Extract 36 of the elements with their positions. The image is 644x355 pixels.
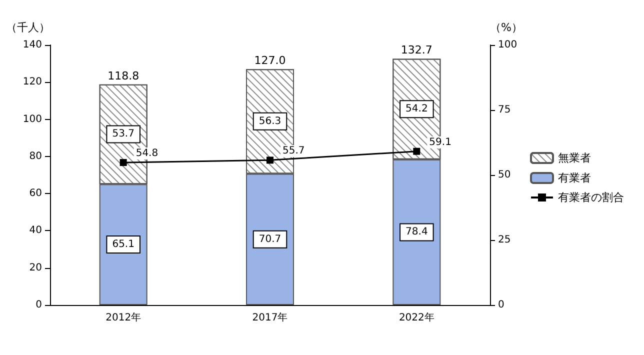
- y2-tick-label: 25: [498, 234, 511, 246]
- x-tick-label: 2022年: [398, 312, 434, 324]
- y2-tick-label: 0: [498, 300, 504, 310]
- data-label: 59.1: [429, 136, 452, 148]
- point: [413, 148, 420, 155]
- y2-tick-label: 50: [498, 170, 511, 180]
- total-label: 118.8: [108, 69, 140, 82]
- y-tick-label: 140: [22, 40, 42, 50]
- point: [120, 159, 127, 166]
- y2-tick-label: 100: [498, 40, 518, 50]
- legend-label: 有業者の割合: [558, 191, 624, 204]
- y-tick-label: 20: [29, 262, 42, 274]
- y-tick-label: 80: [29, 150, 42, 162]
- y2-tick-label: 75: [498, 104, 511, 116]
- total-label: 127.0: [254, 54, 286, 68]
- y-tick-label: 40: [29, 225, 42, 236]
- data-label: 54.8: [136, 148, 158, 160]
- data-label: 65.1: [112, 239, 134, 250]
- x-tick-label: 2012年: [106, 312, 142, 324]
- data-label: 70.7: [258, 234, 282, 245]
- y-tick-label: 120: [22, 76, 42, 88]
- data-label: 78.4: [406, 226, 428, 238]
- data-label: 54.2: [406, 104, 428, 115]
- data-label: 55.7: [282, 146, 305, 157]
- y2-axis-title: （%）: [490, 21, 522, 34]
- x-tick-label: 2017年: [252, 312, 288, 324]
- y-tick-label: 100: [22, 114, 42, 125]
- data-label: 53.7: [112, 128, 134, 140]
- point: [266, 156, 274, 164]
- y-tick-label: 60: [29, 188, 42, 200]
- total-label: 132.7: [400, 44, 432, 57]
- legend-label: 有業者: [558, 172, 591, 184]
- legend-label: 無業者: [558, 152, 591, 164]
- y-axis-title: （千人）: [6, 21, 50, 34]
- y-tick-label: 0: [36, 300, 42, 310]
- data-label: 56.3: [258, 116, 282, 127]
